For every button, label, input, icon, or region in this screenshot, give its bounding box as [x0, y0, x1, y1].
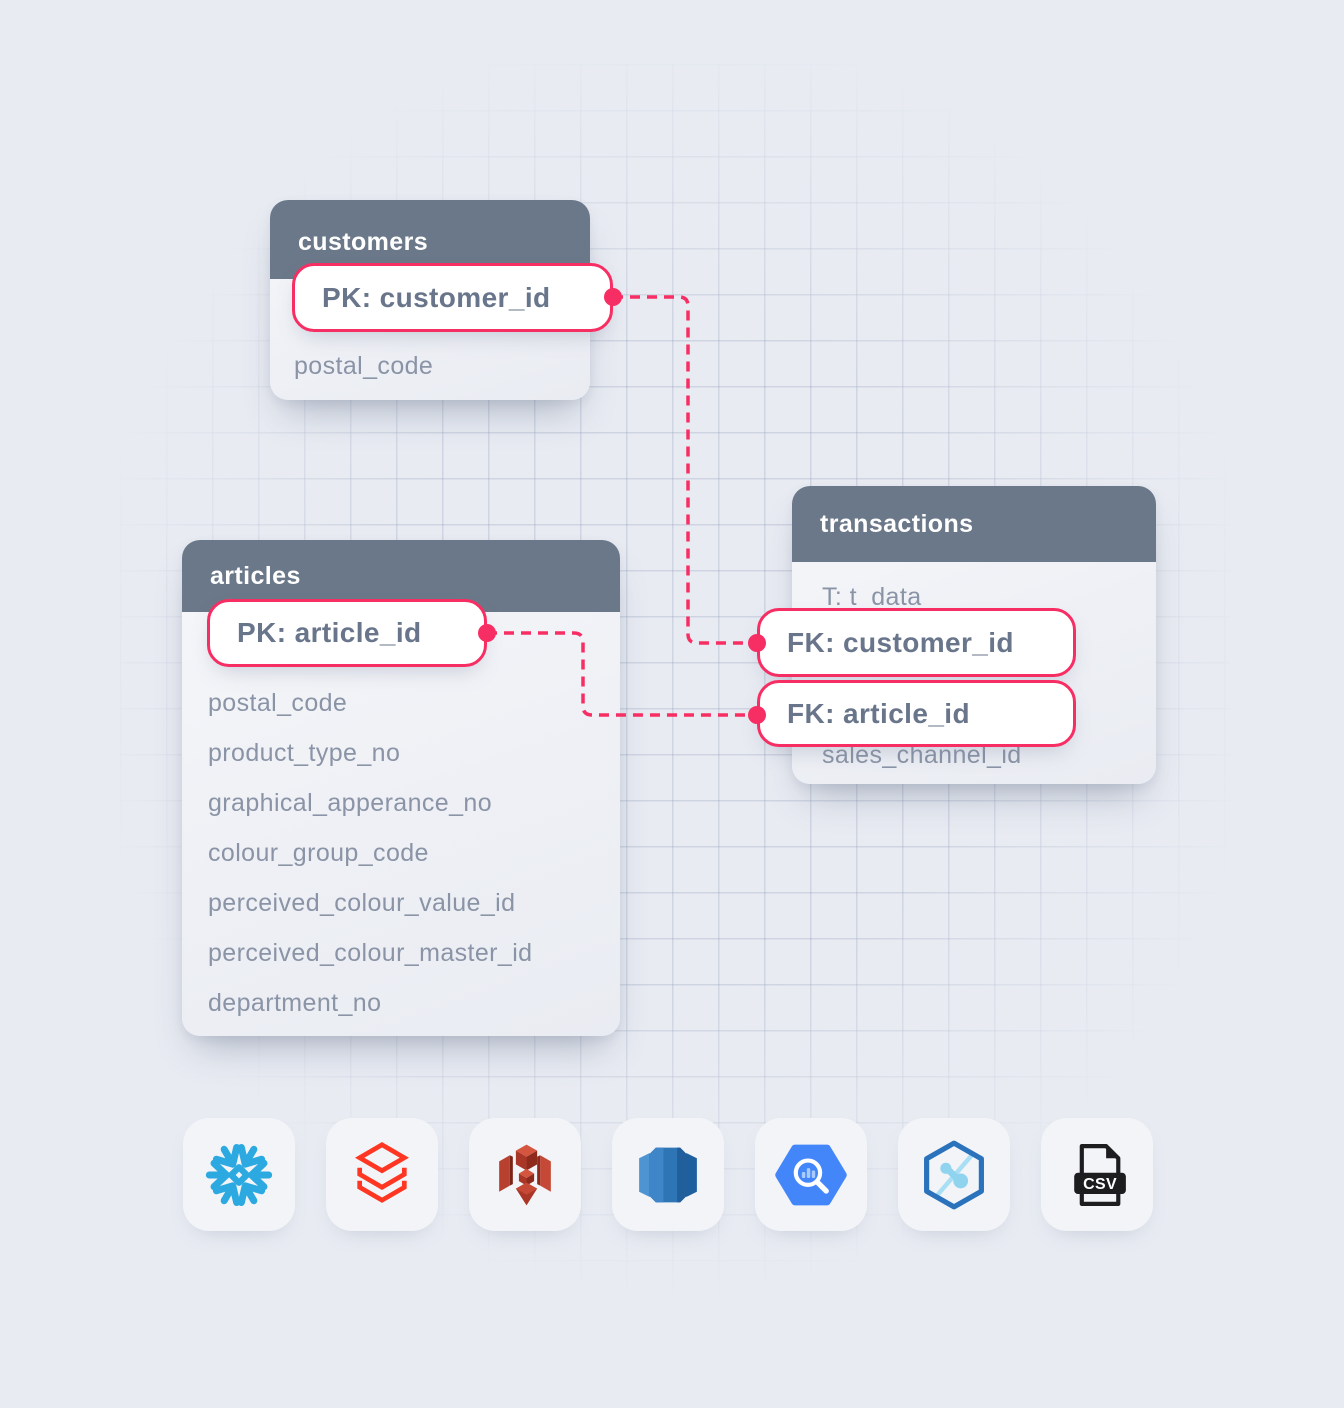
amazon-s3-icon: [499, 1144, 551, 1205]
fk-badge-article-id-label: FK: article_id: [787, 697, 970, 729]
integration-tile-amazon-s3: [469, 1118, 581, 1231]
integration-tile-databricks: [326, 1118, 438, 1231]
fk-badge-article-id: FK: article_id: [757, 680, 1076, 747]
integration-tile-csv-file: CSV: [1041, 1118, 1153, 1231]
amazon-redshift-icon: [639, 1147, 697, 1202]
table-header-transactions: transactions: [792, 486, 1156, 562]
integration-tile-google-bigquery: [755, 1118, 867, 1231]
databricks-icon: [355, 1141, 409, 1203]
field-row-department-no: department_no: [208, 988, 382, 1017]
field-row-postal-code: postal_code: [294, 351, 434, 380]
pk-badge-article-id: PK: article_id: [207, 599, 487, 667]
field-row-t-data: T: t_data: [822, 582, 922, 611]
fk-badge-customer-id: FK: customer_id: [757, 608, 1076, 677]
data-stream-hexagon-icon: [924, 1140, 984, 1209]
table-title-articles: articles: [210, 561, 301, 590]
snowflake-icon: [205, 1143, 273, 1206]
field-row-perceived-colour-value-id: perceived_colour_value_id: [208, 888, 516, 917]
integration-tile-data-stream-hexagon: [898, 1118, 1010, 1231]
field-row-perceived-colour-master-id: perceived_colour_master_id: [208, 938, 533, 967]
table-title-transactions: transactions: [820, 509, 974, 538]
table-title-customers: customers: [298, 228, 429, 256]
pk-badge-customer-id-label: PK: customer_id: [322, 281, 551, 313]
pk-badge-customer-id: PK: customer_id: [292, 263, 613, 332]
csv-label: CSV: [1083, 1176, 1117, 1193]
field-row-postal-code: postal_code: [208, 688, 348, 717]
field-row-graphical-apperance-no: graphical_apperance_no: [208, 788, 493, 817]
fk-badge-customer-id-label: FK: customer_id: [787, 626, 1014, 658]
csv-file-icon: CSV: [1074, 1143, 1126, 1206]
integration-tile-snowflake: [183, 1118, 295, 1231]
google-bigquery-icon: [775, 1144, 847, 1205]
integration-tile-amazon-redshift: [612, 1118, 724, 1231]
field-row-product-type-no: product_type_no: [208, 738, 401, 767]
field-row-colour-group-code: colour_group_code: [208, 838, 429, 867]
pk-badge-article-id-label: PK: article_id: [237, 617, 422, 648]
